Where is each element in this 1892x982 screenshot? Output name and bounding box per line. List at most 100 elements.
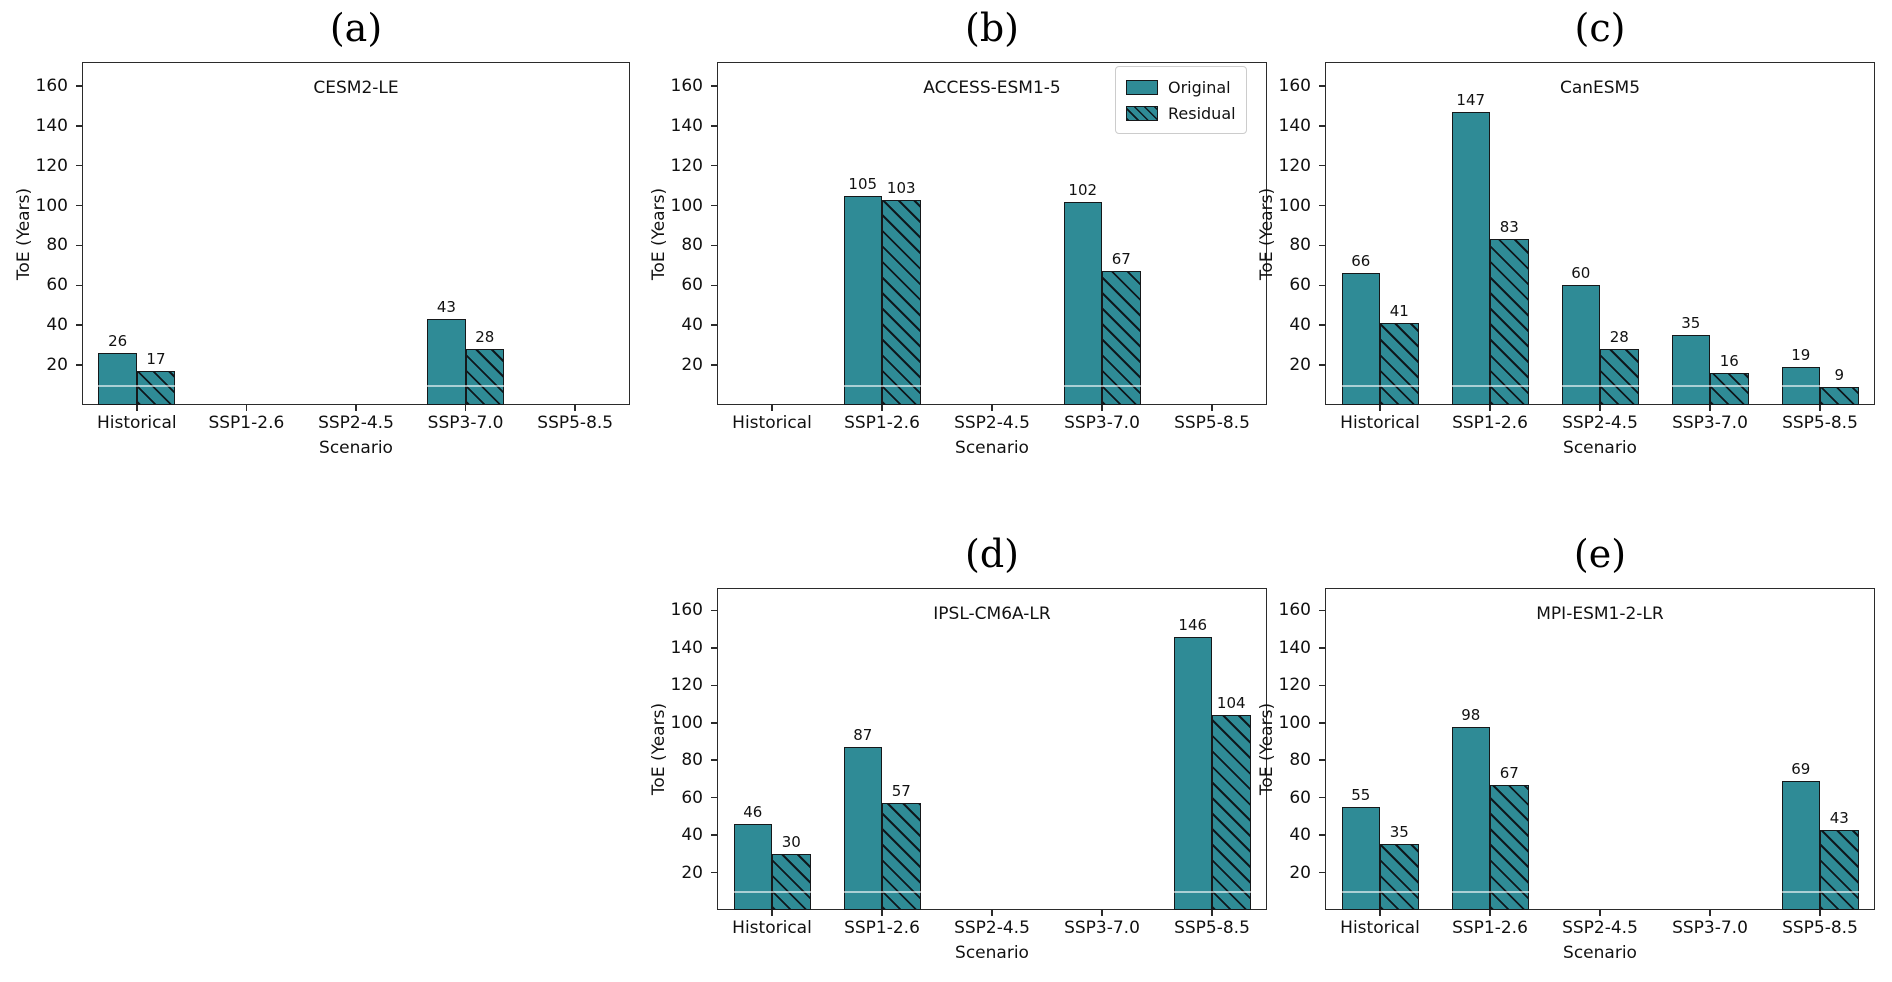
y-tick-mark-e: [1319, 871, 1325, 874]
y-axis-label-text-c: ToE (Years): [1257, 187, 1277, 280]
x-tick-mark-e: [1599, 910, 1601, 916]
x-tick-mark-d: [1211, 910, 1213, 916]
legend: Original Residual: [1115, 66, 1247, 134]
bar-residual-ssp1-2-6-e: [1490, 784, 1529, 910]
y-tick-mark-e: [1319, 759, 1325, 762]
bar-original-ssp5-8-5-d: [1173, 636, 1212, 910]
y-axis-label-text-d: ToE (Years): [649, 702, 669, 796]
y-tick-mark-a: [76, 244, 82, 247]
y-tick-label-a: 120: [35, 155, 68, 176]
bar-value-original-ssp2-4-5-c: 60: [1571, 264, 1591, 283]
x-tick-label-historical: Historical: [96, 413, 177, 433]
bar-residual-ssp5-8-5-c: [1820, 387, 1859, 405]
bar-value-original-historical-a: 26: [108, 332, 128, 351]
y-tick-label-d: 80: [681, 750, 703, 771]
y-tick-mark-a: [76, 284, 82, 287]
x-tick-label-ssp3-7-0: SSP3-7.0: [1672, 413, 1748, 433]
y-tick-label-a: 20: [46, 355, 68, 376]
bar-value-residual-historical-a: 17: [146, 350, 166, 369]
x-tick-label-ssp5-8-5: SSP5-8.5: [1782, 413, 1858, 433]
bar-value-residual-ssp5-8-5-e: 43: [1829, 808, 1849, 827]
y-tick-label-d: 20: [681, 862, 703, 883]
y-tick-label-e: 160: [1278, 600, 1311, 621]
bar-value-residual-ssp2-4-5-c: 28: [1609, 328, 1629, 347]
x-axis-label-b: Scenario: [955, 438, 1029, 458]
x-tick-mark-a: [355, 405, 357, 411]
bar-value-original-ssp1-2-6-b: 105: [848, 174, 878, 193]
chart-title-b: ACCESS-ESM1-5: [923, 78, 1061, 98]
y-tick-label-c: 120: [1278, 155, 1311, 176]
y-tick-label-d: 100: [670, 712, 703, 733]
bar-value-residual-historical-e: 35: [1389, 823, 1409, 842]
x-tick-label-ssp3-7-0: SSP3-7.0: [1064, 413, 1140, 433]
bar-residual-historical-c: [1380, 323, 1419, 405]
y-tick-label-d: 120: [670, 675, 703, 696]
bar-original-ssp3-7-0-b: [1063, 201, 1102, 405]
bar-residual-historical-a: [136, 371, 176, 405]
y-tick-label-e: 40: [1289, 825, 1311, 846]
y-tick-mark-b: [711, 284, 717, 287]
bar-residual-ssp2-4-5-c: [1600, 349, 1639, 405]
x-tick-label-ssp1-2-6: SSP1-2.6: [844, 413, 920, 433]
bar-original-ssp3-7-0-c: [1671, 335, 1710, 405]
x-tick-label-ssp2-4-5: SSP2-4.5: [954, 918, 1030, 938]
y-tick-label-e: 140: [1278, 637, 1311, 658]
y-tick-label-a: 100: [35, 195, 68, 216]
y-tick-mark-a: [76, 164, 82, 167]
y-tick-label-b: 80: [681, 235, 703, 256]
y-tick-label-a: 60: [46, 275, 68, 296]
bar-original-ssp1-2-6-d: [843, 747, 882, 910]
chart-title-a: CESM2-LE: [313, 78, 399, 98]
bar-value-original-historical-d: 46: [743, 802, 763, 821]
x-tick-mark-e: [1819, 910, 1821, 916]
y-tick-mark-a: [76, 204, 82, 207]
y-tick-label-c: 160: [1278, 75, 1311, 96]
bar-value-original-ssp1-2-6-c: 147: [1456, 90, 1486, 109]
panel-letter-e: (e): [1573, 532, 1627, 576]
bar-original-historical-e: [1341, 807, 1380, 910]
y-tick-label-b: 20: [681, 355, 703, 376]
y-axis-label-text-a: ToE (Years): [14, 187, 34, 280]
bar-value-residual-ssp3-7-0-a: 28: [475, 328, 495, 347]
legend-swatch-original-icon: [1126, 79, 1158, 95]
x-tick-label-ssp2-4-5: SSP2-4.5: [318, 413, 394, 433]
bar-residual-historical-d: [772, 853, 811, 910]
y-tick-label-e: 20: [1289, 862, 1311, 883]
bar-value-residual-ssp1-2-6-c: 83: [1499, 218, 1519, 237]
y-tick-label-c: 40: [1289, 315, 1311, 336]
bar-value-original-ssp1-2-6-e: 98: [1461, 705, 1481, 724]
bar-value-original-ssp3-7-0-c: 35: [1681, 314, 1701, 333]
y-tick-mark-b: [711, 324, 717, 327]
x-tick-mark-b: [1211, 405, 1213, 411]
y-tick-mark-e: [1319, 721, 1325, 724]
legend-label-residual: Residual: [1168, 103, 1236, 123]
bar-value-original-historical-e: 55: [1351, 786, 1371, 805]
legend-swatch-residual-icon: [1126, 105, 1158, 121]
bar-residual-ssp5-8-5-e: [1820, 829, 1859, 910]
y-tick-mark-e: [1319, 647, 1325, 649]
y-tick-label-d: 60: [681, 787, 703, 808]
panel-letter-a: (a): [329, 6, 383, 50]
y-tick-label-c: 60: [1289, 275, 1311, 296]
y-tick-mark-c: [1319, 364, 1325, 366]
x-axis-label-d: Scenario: [955, 943, 1029, 963]
bar-original-historical-d: [733, 823, 772, 910]
x-tick-mark-e: [1709, 910, 1711, 916]
y-tick-mark-b: [711, 125, 717, 127]
x-tick-mark-b: [771, 405, 773, 411]
y-tick-label-b: 100: [670, 195, 703, 216]
x-tick-label-historical: Historical: [1340, 918, 1420, 938]
y-tick-mark-d: [711, 609, 717, 612]
bar-value-residual-ssp1-2-6-e: 67: [1499, 763, 1519, 782]
x-tick-mark-c: [1819, 405, 1821, 411]
threshold-line-b: [719, 385, 1265, 388]
y-tick-mark-c: [1319, 164, 1325, 167]
y-tick-label-d: 40: [681, 825, 703, 846]
y-tick-label-b: 120: [670, 155, 703, 176]
bar-residual-ssp3-7-0-b: [1102, 271, 1141, 405]
x-axis-label-c: Scenario: [1563, 438, 1637, 458]
bar-value-residual-ssp1-2-6-b: 103: [886, 178, 916, 197]
x-tick-label-ssp5-8-5: SSP5-8.5: [1174, 918, 1250, 938]
chart-title-d: IPSL-CM6A-LR: [933, 604, 1051, 624]
x-tick-label-ssp5-8-5: SSP5-8.5: [1782, 918, 1858, 938]
